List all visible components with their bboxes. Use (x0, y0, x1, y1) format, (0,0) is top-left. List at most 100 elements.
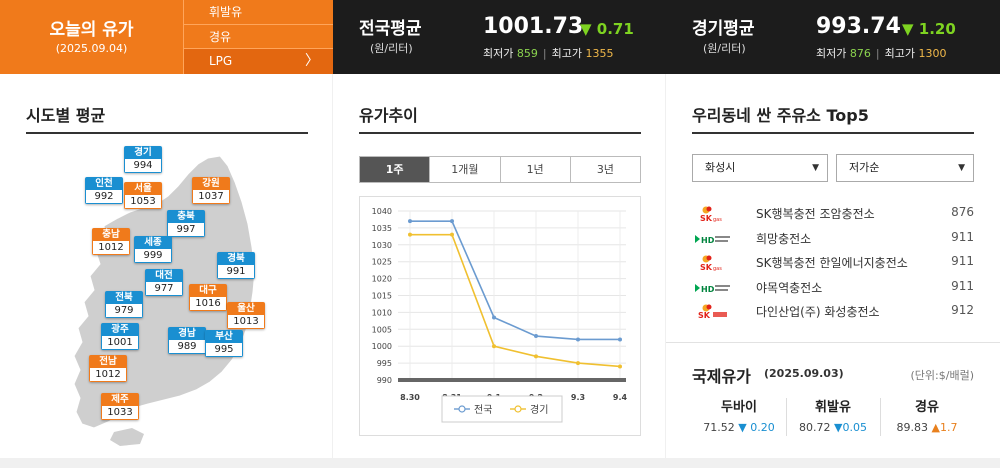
region-marker[interactable]: 전남 1012 (89, 355, 127, 382)
region-marker[interactable]: 인천 992 (85, 177, 123, 204)
data-point (576, 337, 580, 342)
list-item[interactable]: SK 다인산업(주) 화성충전소 912 (692, 300, 974, 325)
data-point (450, 232, 454, 237)
list-item[interactable]: HD 야목역충전소 911 (692, 276, 974, 301)
region-select-value: 화성시 (705, 161, 736, 174)
national-average-price: 1001.73 (483, 14, 584, 39)
list-item[interactable]: SK gas SK행복충전 조암충전소 876 (692, 202, 974, 227)
region-price: 989 (168, 340, 206, 354)
region-price: 1012 (89, 368, 127, 382)
region-name: 경북 (217, 252, 255, 265)
sort-select-value: 저가순 (849, 161, 880, 174)
region-marker[interactable]: 대전 977 (145, 269, 183, 296)
oil-change: ▲1.7 (931, 421, 958, 434)
svg-text:gas: gas (713, 266, 722, 272)
tab-1year[interactable]: 1년 (499, 157, 570, 182)
data-point (618, 337, 622, 342)
y-tick-label: 1035 (372, 224, 392, 233)
region-price: 997 (167, 223, 205, 237)
fuel-tab-gasoline[interactable]: 휘발유 (184, 0, 333, 25)
price-trend-title: 유가추이 (359, 106, 418, 125)
tab-3year[interactable]: 3년 (569, 157, 640, 182)
oil-change: ▼ 0.20 (738, 421, 775, 434)
national-min-max: 최저가 859 | 최고가 1355 (483, 45, 613, 61)
list-item[interactable]: SK gas SK행복충전 한일에너지충전소 911 (692, 251, 974, 276)
region-marker[interactable]: 전북 979 (105, 291, 143, 318)
fuel-tab-lpg[interactable]: LPG 〉 (184, 49, 333, 74)
svg-text:gas: gas (713, 217, 722, 223)
data-point (618, 364, 622, 369)
data-point (492, 315, 496, 320)
station-name: SK행복충전 한일에너지충전소 (756, 256, 908, 270)
period-tabs: 1주 1개월 1년 3년 (359, 156, 641, 183)
station-price: 911 (951, 229, 974, 244)
x-tick-label: 9.4 (613, 393, 628, 402)
today-title: 오늘의 유가 (49, 20, 134, 40)
legend-label: 경기 (530, 403, 548, 416)
title-underline (26, 132, 308, 134)
region-marker[interactable]: 울산 1013 (227, 302, 265, 329)
oil-value: 89.83 ▲1.7 (880, 421, 974, 434)
svg-text:HD: HD (701, 285, 715, 294)
series-line-0 (410, 220, 620, 341)
min-value: 876 (849, 47, 871, 60)
legend-marker (514, 405, 522, 413)
data-point (450, 219, 454, 224)
region-price: 999 (134, 249, 172, 263)
tab-1week[interactable]: 1주 (360, 157, 430, 182)
oil-price: 71.52 (703, 421, 735, 434)
max-value: 1355 (585, 47, 614, 60)
region-marker[interactable]: 대구 1016 (189, 284, 227, 311)
min-label: 최저가 (816, 47, 847, 60)
region-marker[interactable]: 강원 1037 (192, 177, 230, 204)
region-marker[interactable]: 경북 991 (217, 252, 255, 279)
trend-line-chart: 990 995 1000 1005 1010 1015 1020 1025 1030 1035 10… (372, 207, 628, 423)
min-label: 최저가 (483, 47, 514, 60)
y-tick-label: 1025 (372, 258, 392, 267)
region-marker[interactable]: 부산 995 (205, 330, 243, 357)
region-marker[interactable]: 충남 1012 (92, 228, 130, 255)
national-average-change: ▼ 0.71 (580, 20, 634, 38)
series-line-1 (410, 233, 621, 368)
intl-oil-date: (2025.09.03) (764, 367, 844, 380)
region-name: 서울 (124, 182, 162, 195)
list-item[interactable]: HD 희망충전소 911 (692, 227, 974, 252)
separator: | (875, 47, 880, 60)
region-marker[interactable]: 제주 1033 (101, 393, 139, 420)
data-point (534, 354, 538, 359)
region-marker[interactable]: 충북 997 (167, 210, 205, 237)
region-name: 대전 (145, 269, 183, 282)
sk-gas-logo-icon: SK gas (700, 255, 722, 272)
y-tick-label: 1015 (372, 292, 392, 301)
oil-price: 80.72 (799, 421, 831, 434)
divider (786, 398, 787, 436)
region-price: 995 (205, 343, 243, 357)
station-price: 911 (951, 278, 974, 293)
station-price: 912 (951, 303, 974, 317)
cheap-stations-panel: 우리동네 싼 주유소 Top5 화성시 ▼ 저가순 ▼ SK gas SK행복충전… (666, 74, 1000, 458)
region-marker[interactable]: 서울 1053 (124, 182, 162, 209)
sort-select[interactable]: 저가순 ▼ (836, 154, 974, 182)
station-price: 911 (951, 254, 974, 268)
min-value: 859 (516, 47, 538, 60)
data-point (492, 344, 496, 349)
region-marker[interactable]: 경기 994 (124, 146, 162, 173)
price-trend-panel: 유가추이 1주 1개월 1년 3년 990 995 1000 1005 1010 1015… (333, 74, 665, 458)
hd-oilbank-logo-icon: HD (695, 234, 730, 245)
region-select[interactable]: 화성시 ▼ (692, 154, 828, 182)
fuel-tab-label: 경유 (209, 29, 232, 44)
gyeonggi-min-max: 최저가 876 | 최고가 1300 (816, 45, 946, 61)
fuel-type-tabs: 휘발유 경유 LPG 〉 (183, 0, 333, 74)
region-marker[interactable]: 세종 999 (134, 236, 172, 263)
region-marker[interactable]: 경남 989 (168, 327, 206, 354)
oil-change: ▼0.05 (834, 421, 867, 434)
regional-average-panel: 시도별 평균 경기 994 인천 992 서울 1053 강원 1037 충북 997 충남 1012… (0, 74, 332, 458)
y-tick-label: 1005 (372, 325, 392, 334)
region-name: 광주 (101, 323, 139, 336)
tab-1month[interactable]: 1개월 (429, 157, 499, 182)
oil-name: 경유 (915, 400, 939, 415)
station-name: 희망충전소 (756, 231, 812, 246)
fuel-tab-diesel[interactable]: 경유 (184, 25, 333, 50)
gyeonggi-average-title: 경기평균 (692, 19, 755, 39)
region-marker[interactable]: 광주 1001 (101, 323, 139, 350)
